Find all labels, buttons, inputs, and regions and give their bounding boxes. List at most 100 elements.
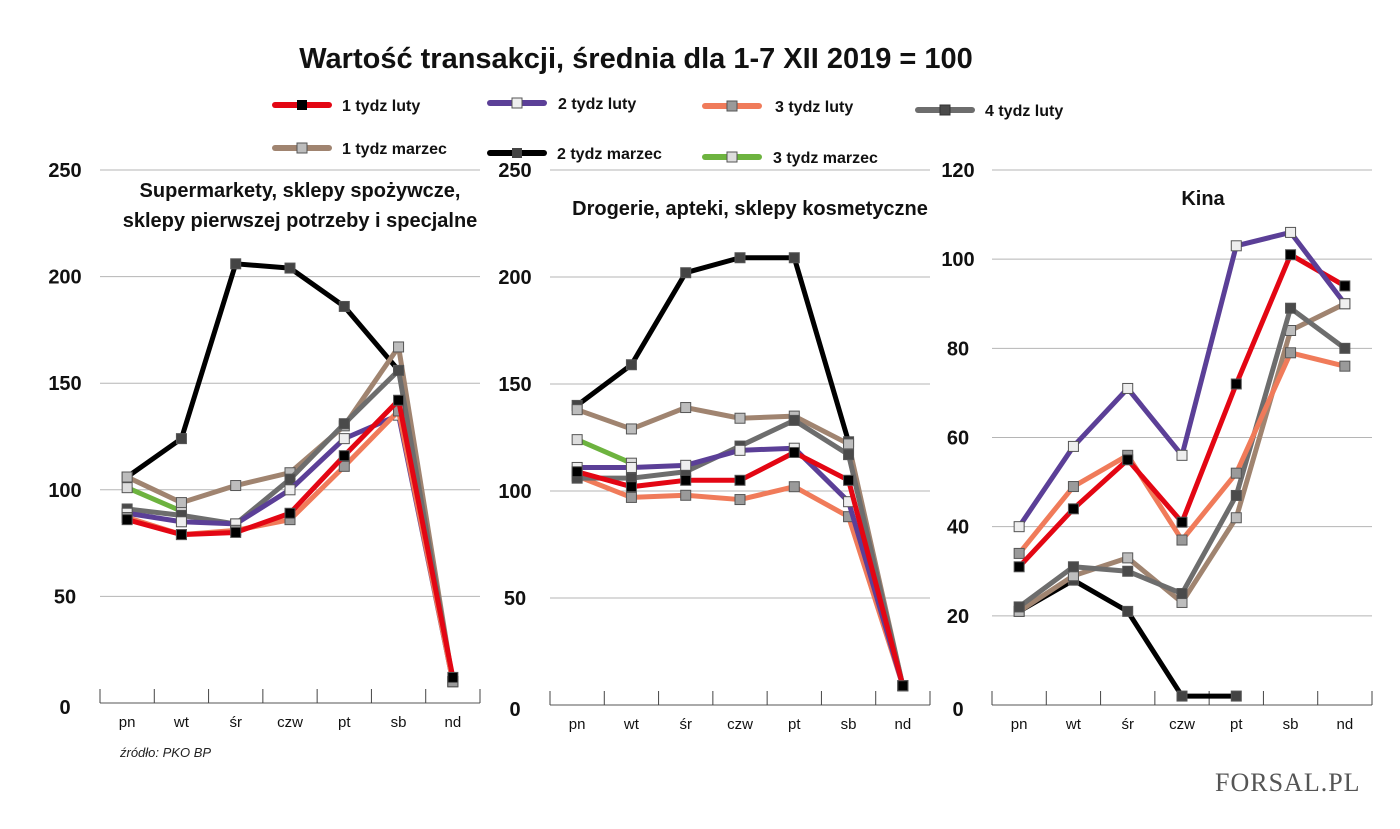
x-tick-label: pt <box>1230 716 1243 733</box>
series-1-tydz-luty <box>1013 249 1351 573</box>
series-4-tydz-luty <box>1013 302 1351 613</box>
series-2-tydz-marzec <box>571 252 855 448</box>
source-note: źródło: PKO BP <box>119 745 211 760</box>
x-tick-label: wt <box>173 714 190 731</box>
series-1-tydz-luty <box>571 446 909 692</box>
x-tick-label: czw <box>1169 716 1195 733</box>
data-point <box>734 494 746 506</box>
chart-panel: 0 50 100 150 200 250 pn wt śr czw pt sb nd Supermarke… <box>48 160 481 731</box>
data-point <box>734 412 746 424</box>
legend-label: 3 tydz luty <box>775 99 853 116</box>
y-tick-label: 100 <box>498 481 531 503</box>
data-point <box>571 404 583 416</box>
data-point <box>121 471 133 483</box>
series-3-tydz-luty <box>571 470 909 692</box>
data-point <box>1230 690 1242 702</box>
y-tick-label: 200 <box>498 267 531 289</box>
legend: 1 tydz luty 2 tydz luty 3 tydz luty 4 ty… <box>272 96 1063 167</box>
legend-item: 1 tydz marzec <box>272 141 447 158</box>
y-tick-label: 0 <box>59 697 70 719</box>
series-line <box>126 485 183 514</box>
data-point <box>1339 342 1351 354</box>
data-point <box>1122 605 1134 617</box>
data-point <box>1285 249 1297 261</box>
data-point <box>1176 516 1188 528</box>
data-point <box>121 482 133 494</box>
y-tick-label: 120 <box>941 160 974 182</box>
data-point <box>1230 378 1242 390</box>
data-point <box>1230 489 1242 501</box>
data-point <box>393 394 405 406</box>
x-tick-label: sb <box>1283 716 1299 733</box>
panel-title: Drogerie, apteki, sklepy kosmetyczne <box>572 198 928 220</box>
series-1-tydz-luty <box>121 394 459 683</box>
series-line <box>1017 577 1237 699</box>
data-point <box>788 446 800 458</box>
data-point <box>284 262 296 274</box>
data-point <box>1339 298 1351 310</box>
forsal-logo: FORSAL.PL <box>1215 768 1361 797</box>
x-tick-label: wt <box>623 716 640 733</box>
series-4-tydz-luty <box>121 364 459 688</box>
series-3-tydz-luty <box>1013 347 1351 559</box>
x-tick-label: pt <box>788 716 801 733</box>
data-point <box>175 497 187 509</box>
x-tick-label: pn <box>119 714 136 731</box>
data-point <box>338 418 350 430</box>
series-line <box>575 255 851 443</box>
y-tick-label: 100 <box>941 249 974 271</box>
panel-title: sklepy pierwszej potrzeby i specjalne <box>123 210 478 232</box>
y-tick-label: 80 <box>947 338 969 360</box>
data-point <box>625 461 637 473</box>
data-point <box>175 516 187 528</box>
data-point <box>1230 467 1242 479</box>
data-point <box>843 474 855 486</box>
data-point <box>734 474 746 486</box>
data-point <box>1067 440 1079 452</box>
chart-panel: 0 50 100 150 200 250 pn wt śr czw pt sb nd Drogerie, … <box>498 160 931 733</box>
data-point <box>1285 226 1297 238</box>
data-point <box>1176 449 1188 461</box>
data-point <box>447 671 459 683</box>
data-point <box>284 473 296 485</box>
legend-label: 3 tydz marzec <box>773 150 878 167</box>
legend-item: 2 tydz luty <box>487 96 636 113</box>
legend-item: 3 tydz marzec <box>702 150 878 167</box>
x-tick-label: wt <box>1065 716 1082 733</box>
x-tick-label: pt <box>338 714 351 731</box>
data-point <box>680 474 692 486</box>
chart-panel: 0 20 40 60 80 100 120 pn wt śr czw pt sb nd Kina <box>941 160 1373 733</box>
data-point <box>338 460 350 472</box>
y-tick-label: 40 <box>947 517 969 539</box>
x-tick-label: nd <box>445 714 462 731</box>
series-2-tydz-luty <box>1013 226 1351 533</box>
y-tick-label: 150 <box>498 374 531 396</box>
legend-item: 1 tydz luty <box>272 98 420 115</box>
legend-label: 4 tydz luty <box>985 103 1063 120</box>
legend-marker <box>297 100 307 110</box>
data-point <box>571 466 583 478</box>
legend-marker <box>512 148 522 158</box>
x-tick-label: śr <box>679 716 692 733</box>
y-tick-label: 150 <box>48 373 81 395</box>
x-tick-label: pn <box>1011 716 1028 733</box>
data-point <box>1122 552 1134 564</box>
data-point <box>1122 382 1134 394</box>
data-point <box>338 450 350 462</box>
data-point <box>734 444 746 456</box>
series-line <box>126 412 456 683</box>
y-tick-label: 0 <box>509 699 520 721</box>
legend-label: 1 tydz marzec <box>342 141 447 158</box>
data-point <box>680 402 692 414</box>
y-tick-label: 0 <box>952 699 963 721</box>
data-point <box>338 433 350 445</box>
legend-marker <box>511 97 523 109</box>
data-point <box>680 459 692 471</box>
logo-text: FORSAL.PL <box>1215 768 1361 797</box>
data-point <box>175 433 187 445</box>
y-tick-label: 50 <box>504 588 526 610</box>
data-point <box>1285 302 1297 314</box>
data-point <box>571 434 583 446</box>
